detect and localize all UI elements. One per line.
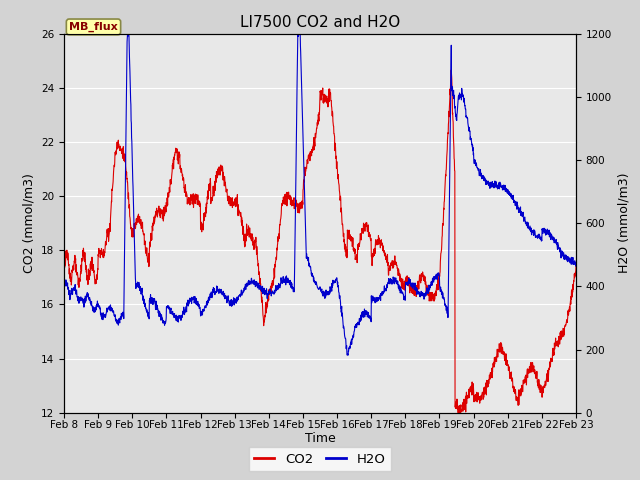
H2O	[346, 346, 354, 351]
CO2	[203, 200, 211, 206]
H2O	[335, 289, 342, 295]
H2O	[60, 286, 68, 292]
H2O	[527, 225, 535, 231]
CO2	[469, 388, 477, 394]
H2O	[572, 260, 580, 265]
CO2	[527, 369, 535, 375]
Y-axis label: CO2 (mmol/m3): CO2 (mmol/m3)	[22, 173, 35, 273]
H2O	[344, 352, 352, 358]
CO2	[335, 176, 342, 182]
CO2	[541, 379, 549, 384]
Title: LI7500 CO2 and H2O: LI7500 CO2 and H2O	[240, 15, 400, 30]
CO2	[447, 67, 455, 73]
CO2	[346, 234, 353, 240]
Text: MB_flux: MB_flux	[69, 22, 118, 32]
H2O	[124, 31, 131, 36]
CO2	[572, 264, 580, 269]
Legend: CO2, H2O: CO2, H2O	[249, 447, 391, 471]
CO2	[454, 410, 462, 416]
H2O	[469, 148, 477, 154]
Line: CO2: CO2	[64, 70, 576, 413]
CO2	[60, 270, 68, 276]
X-axis label: Time: Time	[305, 432, 335, 445]
Line: H2O: H2O	[64, 34, 576, 355]
H2O	[203, 301, 211, 307]
H2O	[541, 227, 549, 233]
Y-axis label: H2O (mmol/m3): H2O (mmol/m3)	[618, 173, 630, 274]
